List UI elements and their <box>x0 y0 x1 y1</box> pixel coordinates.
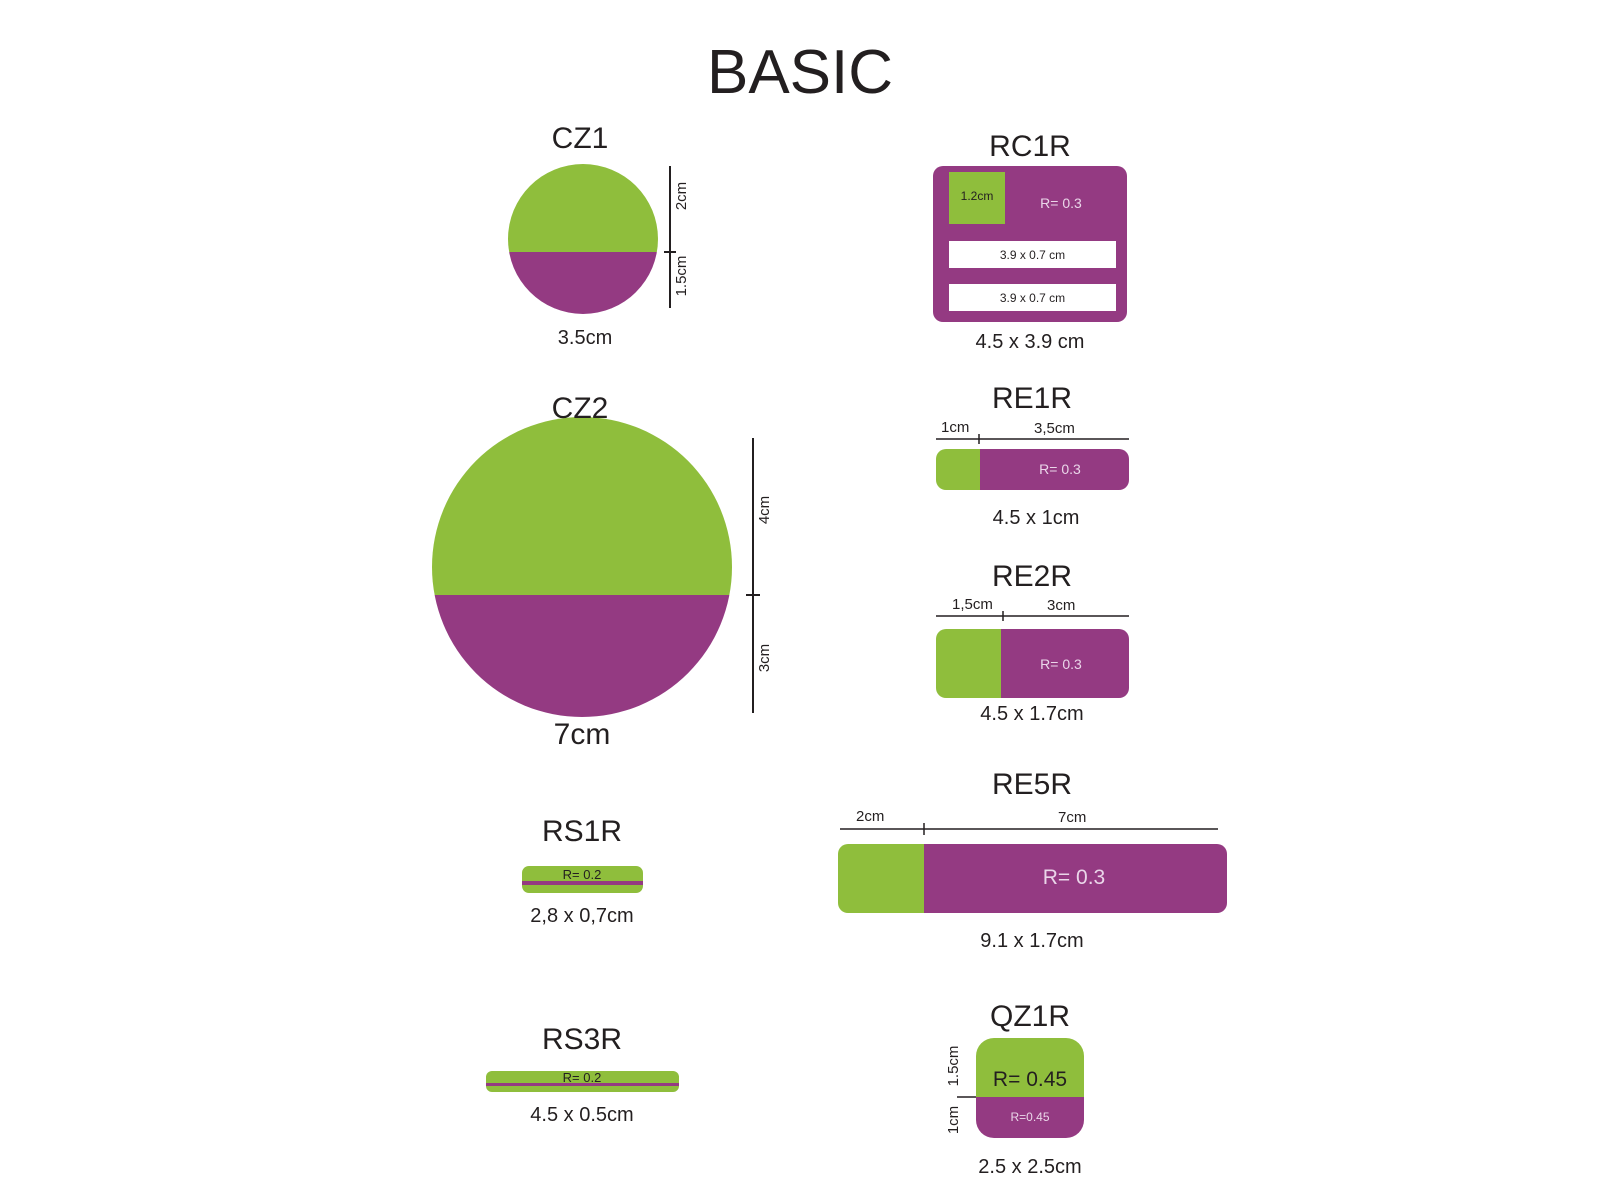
rs3r-name: RS3R <box>541 1023 623 1056</box>
re5r-left-dimension: 2cm <box>856 808 885 825</box>
re2r-left-dimension: 1,5cm <box>952 596 993 613</box>
cz2-size: 7cm <box>553 718 611 751</box>
cz2-dimension-line <box>746 438 760 713</box>
re2r-bar <box>936 629 1129 698</box>
re5r-dimension-line <box>840 823 1218 835</box>
qz1r-bottom-dimension: 1cm <box>945 1105 962 1135</box>
rs1r-size: 2,8 x 0,7cm <box>530 905 634 927</box>
re2r-dimension-line <box>936 611 1129 621</box>
rc1r-name: RC1R <box>989 130 1071 163</box>
qz1r-size: 2.5 x 2.5cm <box>978 1156 1082 1178</box>
re1r-size: 4.5 x 1cm <box>992 507 1080 529</box>
cz2-circle <box>432 417 732 717</box>
cz1-dimension-line <box>664 166 676 308</box>
qz1r-square <box>976 1038 1084 1138</box>
re2r-right-dimension: 3cm <box>1047 597 1076 614</box>
re5r-name: RE5R <box>991 768 1073 801</box>
qz1r-name: QZ1R <box>989 1000 1071 1033</box>
re1r-radius: R= 0.3 <box>1039 461 1081 477</box>
re2r-size: 4.5 x 1.7cm <box>980 703 1084 725</box>
re1r-right-dimension: 3,5cm <box>1034 420 1075 437</box>
cz2-top-dimension: 4cm <box>756 495 773 525</box>
rc1r-radius: R= 0.3 <box>1040 195 1082 211</box>
cz2-name: CZ2 <box>551 392 609 425</box>
rc1r-text-line-2: 3.9 x 0.7 cm <box>949 284 1116 311</box>
cz1-circle <box>508 164 658 314</box>
rs3r-bar <box>486 1071 679 1092</box>
re2r-name: RE2R <box>991 560 1073 593</box>
rs3r-size: 4.5 x 0.5cm <box>530 1104 634 1126</box>
rc1r-size: 4.5 x 3.9 cm <box>975 331 1085 353</box>
cz1-name: CZ1 <box>551 122 609 155</box>
re5r-right-dimension: 7cm <box>1058 809 1087 826</box>
page-title: BASIC <box>706 38 894 107</box>
rs1r-bar <box>522 866 643 893</box>
cz1-bottom-dimension: 1.5cm <box>673 255 690 297</box>
re2r-radius: R= 0.3 <box>1040 656 1082 672</box>
re5r-bar <box>838 844 1227 913</box>
qz1r-radius-bottom: R=0.45 <box>1010 1110 1050 1124</box>
rc1r-square-size: 1.2cm <box>960 189 994 203</box>
qz1r-radius-top: R= 0.45 <box>992 1068 1068 1091</box>
re1r-name: RE1R <box>991 382 1073 415</box>
rs1r-name: RS1R <box>541 815 623 848</box>
rc1r-text-line-1: 3.9 x 0.7 cm <box>949 241 1116 268</box>
re5r-size: 9.1 x 1.7cm <box>980 930 1084 952</box>
cz2-bottom-dimension: 3cm <box>756 643 773 673</box>
re5r-radius: R= 0.3 <box>1042 866 1106 889</box>
cz1-top-dimension: 2cm <box>673 181 690 211</box>
rs3r-radius: R= 0.2 <box>562 1070 602 1085</box>
re1r-dimension-line <box>936 434 1129 444</box>
re1r-left-dimension: 1cm <box>941 419 970 436</box>
cz1-size: 3.5cm <box>557 327 613 349</box>
re1r-bar <box>936 449 1129 490</box>
rs1r-radius: R= 0.2 <box>562 867 602 882</box>
qz1r-top-dimension: 1.5cm <box>945 1045 962 1087</box>
